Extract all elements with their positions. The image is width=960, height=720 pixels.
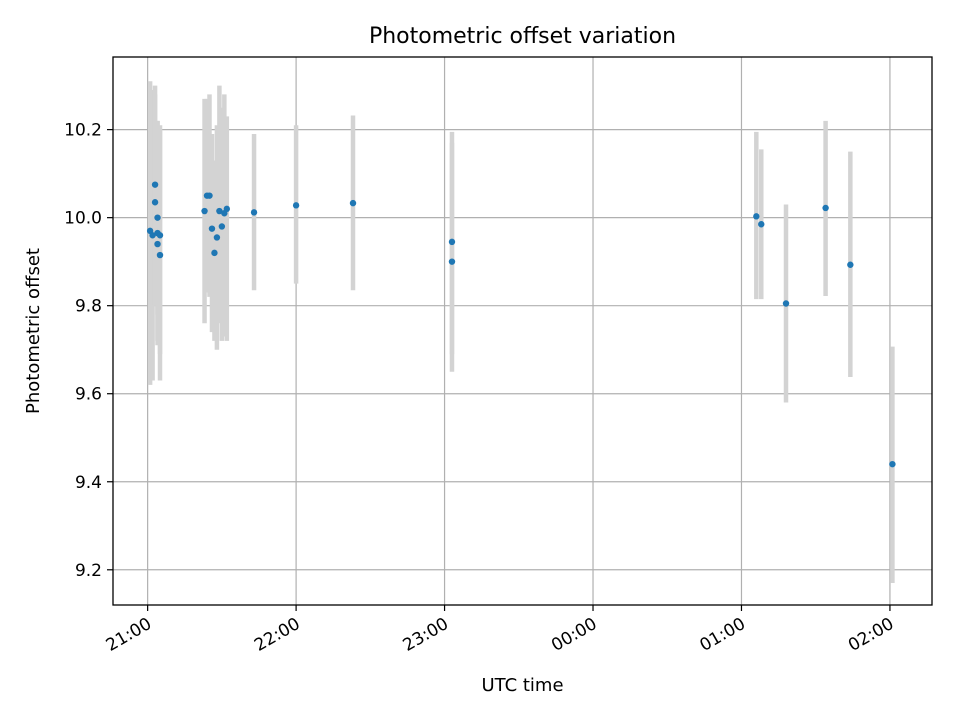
data-point [822,204,829,212]
y-tick-label: 9.4 [75,473,102,493]
data-point [211,249,218,257]
data-point [154,214,161,221]
data-points [146,181,896,468]
data-point [782,300,790,307]
y-tick-label: 9.8 [75,297,102,317]
data-point [448,238,456,246]
data-point [758,221,765,228]
y-tick-label: 9.2 [75,561,102,581]
plot-frame [112,56,933,606]
data-point [208,225,216,232]
data-point [448,258,456,265]
data-point [151,181,159,188]
data-point [223,205,231,213]
y-axis-label: Photometric offset [23,248,44,414]
data-point [156,251,164,259]
y-tick-label: 9.6 [75,385,102,405]
data-point [201,207,208,215]
data-point [753,213,760,220]
data-point [250,209,258,216]
y-tick-label: 10.0 [64,209,102,229]
data-point [889,460,896,468]
grid-lines [113,57,932,605]
data-point [292,202,300,209]
x-axis-label: UTC time [481,675,563,696]
data-point [213,234,221,241]
data-point [206,192,213,199]
data-point [349,199,357,207]
chart-title: Photometric offset variation [369,24,676,49]
data-point [218,223,226,230]
y-tick-label: 10.2 [64,121,102,141]
axis-ticks: 21:00 22:00 23:00 00:00 01:00 02:009.29.49.69… [64,121,897,656]
data-point [156,232,164,239]
data-point [151,199,159,206]
data-point [149,232,156,239]
data-point [216,207,223,215]
data-point [847,261,854,268]
data-point [154,240,161,248]
